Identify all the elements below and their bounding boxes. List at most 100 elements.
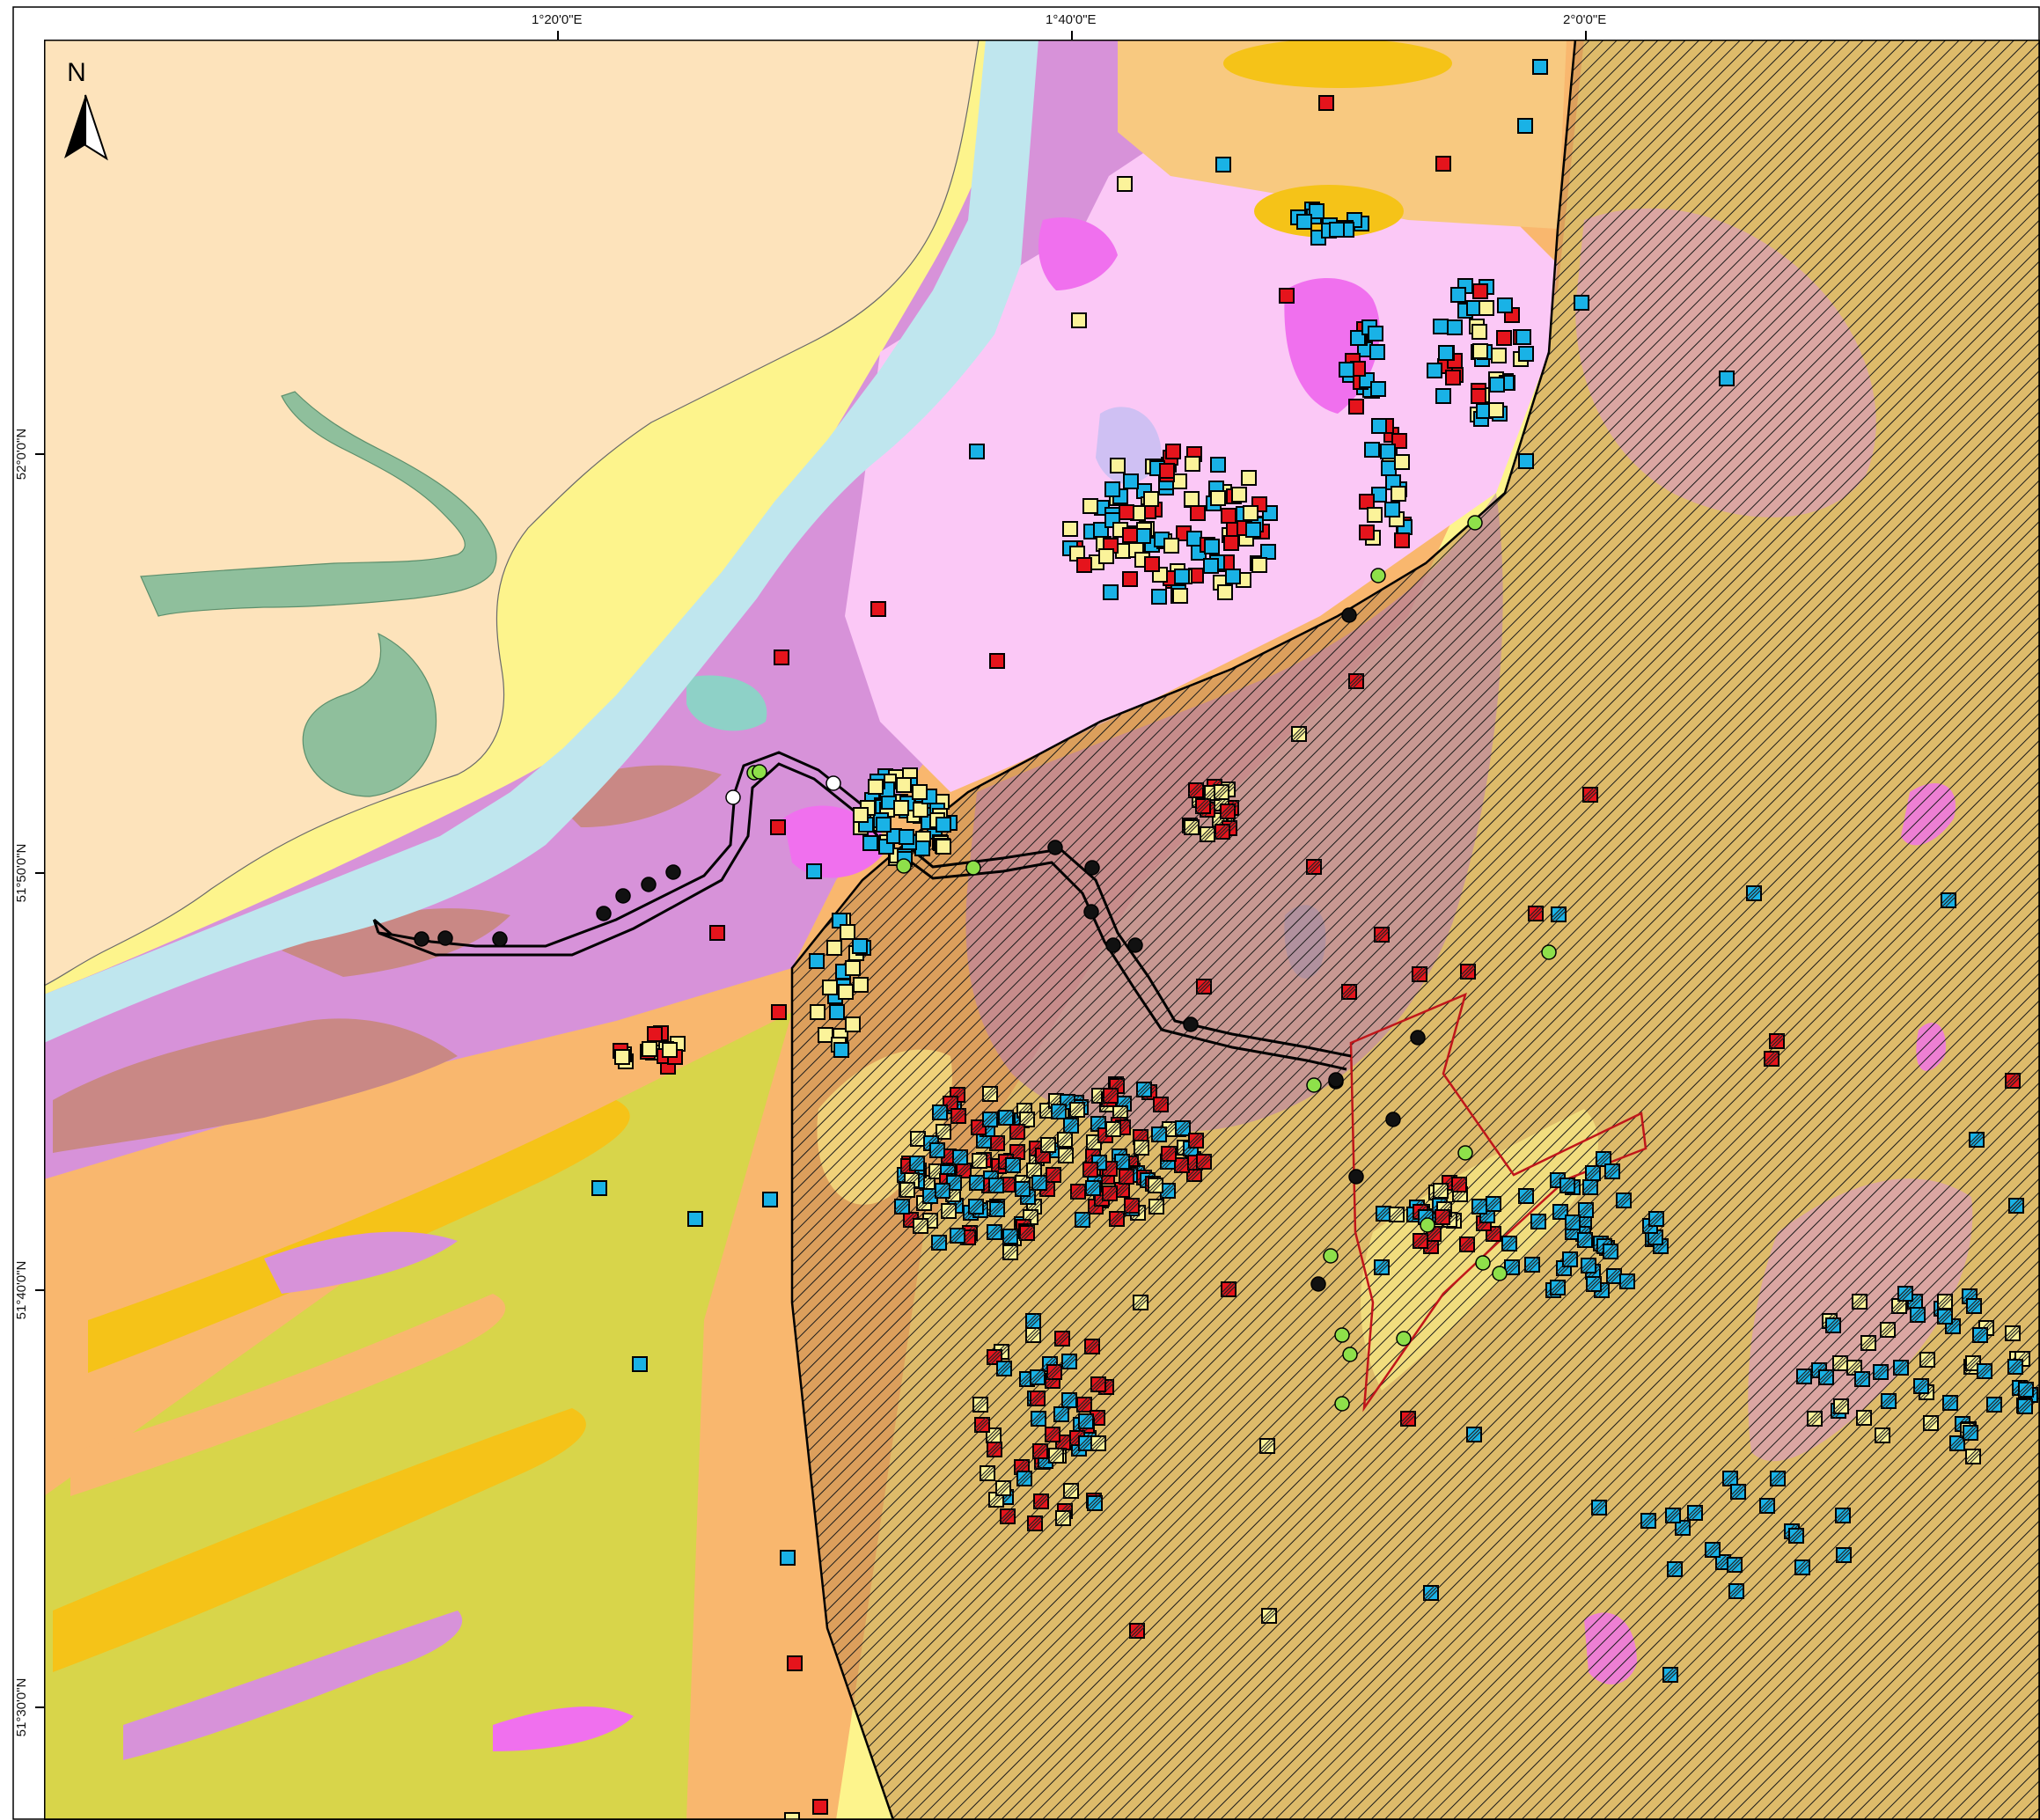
longitude-label: 2°0'0"E [1563, 12, 1606, 27]
outer-frame [12, 6, 2040, 1820]
site-marker-hatch [1818, 1369, 1834, 1385]
map-body [44, 40, 2040, 1820]
site-marker-hatch [1195, 798, 1211, 814]
site-marker [1371, 418, 1387, 434]
site-marker-hatch [1770, 1471, 1786, 1486]
site-marker-hatch [1435, 1209, 1450, 1225]
site-marker [1369, 344, 1385, 360]
sample-point-green [1541, 944, 1557, 960]
site-marker [812, 1799, 828, 1815]
site-marker-hatch [1854, 1371, 1870, 1387]
site-marker [1719, 371, 1735, 386]
site-marker [642, 1041, 657, 1057]
latitude-label: 52°0'0"N [14, 429, 29, 480]
site-marker-hatch [998, 1110, 1014, 1126]
site-marker [1110, 458, 1126, 473]
coastal-shallow-water [44, 40, 1038, 1043]
site-marker-hatch [1000, 1508, 1016, 1524]
site-marker-hatch [1603, 1244, 1618, 1259]
site-marker-hatch [1875, 1427, 1890, 1443]
site-marker-hatch [1604, 1163, 1620, 1179]
site-marker-hatch [1986, 1397, 2002, 1413]
site-marker [1098, 548, 1114, 564]
site-marker [1117, 176, 1133, 192]
sample-point-black [1341, 607, 1357, 623]
site-marker-hatch [2005, 1073, 2021, 1089]
site-marker [1151, 589, 1167, 605]
site-marker-hatch [1578, 1202, 1594, 1218]
site-marker-hatch [1061, 1392, 1077, 1408]
site-marker [1122, 571, 1138, 587]
site-marker [1243, 505, 1258, 521]
site-marker-hatch [1582, 1179, 1598, 1195]
site-marker-hatch [1910, 1307, 1926, 1323]
site-marker [1447, 319, 1463, 335]
site-marker-hatch [1151, 1126, 1167, 1142]
sample-point-black [1105, 937, 1121, 953]
site-marker [1359, 494, 1375, 510]
site-marker [1368, 326, 1383, 341]
sample-point-green [896, 858, 912, 874]
site-marker [1472, 343, 1488, 359]
site-marker-hatch [1687, 1505, 1703, 1521]
site-marker [1438, 345, 1454, 361]
site-marker-hatch [1374, 927, 1390, 943]
site-marker-hatch [1134, 1140, 1149, 1156]
site-marker [1123, 473, 1139, 489]
site-marker [1076, 557, 1092, 573]
site-marker [1217, 584, 1233, 600]
site-marker [914, 840, 930, 856]
site-marker-hatch [1728, 1583, 1744, 1599]
site-marker [912, 784, 928, 800]
sample-point-black [1084, 860, 1100, 876]
geology-mauve-streak [264, 1231, 458, 1294]
site-marker [1186, 531, 1202, 547]
site-marker-hatch [1045, 1427, 1060, 1442]
site-marker [1190, 505, 1206, 521]
site-marker [1309, 203, 1325, 219]
site-marker-hatch [1031, 1175, 1047, 1191]
site-marker [1184, 491, 1200, 507]
sample-point-black [414, 931, 429, 947]
site-marker-hatch [1046, 1364, 1062, 1380]
site-marker-hatch [1048, 1448, 1064, 1464]
site-marker-hatch [1577, 1232, 1593, 1248]
site-marker-hatch [1619, 1273, 1635, 1289]
sample-point-green [965, 860, 981, 876]
site-marker [1165, 444, 1181, 459]
site-marker [1318, 95, 1334, 111]
sample-point-black [1410, 1030, 1426, 1046]
site-marker [893, 800, 909, 816]
site-marker-hatch [1501, 1236, 1517, 1251]
sample-point-black [665, 864, 681, 880]
site-marker-hatch [1764, 1051, 1779, 1067]
site-marker-hatch [2007, 1359, 2023, 1375]
site-marker-hatch [1423, 1585, 1439, 1601]
north-arrow-icon [64, 95, 85, 158]
site-marker-hatch [950, 1108, 966, 1124]
site-marker [1370, 381, 1386, 397]
site-marker-hatch [1015, 1181, 1031, 1197]
longitude-label: 1°40'0"E [1046, 12, 1097, 27]
site-marker [1391, 486, 1406, 502]
site-marker-hatch [2008, 1198, 2024, 1214]
site-marker-hatch [1184, 819, 1200, 835]
site-marker-hatch [899, 1182, 915, 1198]
site-marker [1435, 156, 1451, 172]
site-markers [414, 59, 2038, 1820]
site-marker [774, 649, 789, 665]
site-marker-hatch [950, 1228, 965, 1244]
site-marker-hatch [1124, 1198, 1140, 1214]
site-marker-hatch [1090, 1376, 1106, 1392]
sample-point-black [1310, 1276, 1326, 1292]
site-marker-hatch [1133, 1295, 1148, 1310]
site-marker-hatch [974, 1417, 990, 1433]
sample-point-white [826, 775, 841, 791]
site-marker-hatch [1433, 1183, 1449, 1199]
site-marker-hatch [1665, 1508, 1681, 1523]
site-marker [647, 1026, 663, 1042]
site-marker-hatch [1063, 1118, 1079, 1134]
sample-point-green [1334, 1396, 1350, 1412]
north-arrow-icon [84, 94, 108, 161]
sample-point-black [1385, 1112, 1401, 1127]
